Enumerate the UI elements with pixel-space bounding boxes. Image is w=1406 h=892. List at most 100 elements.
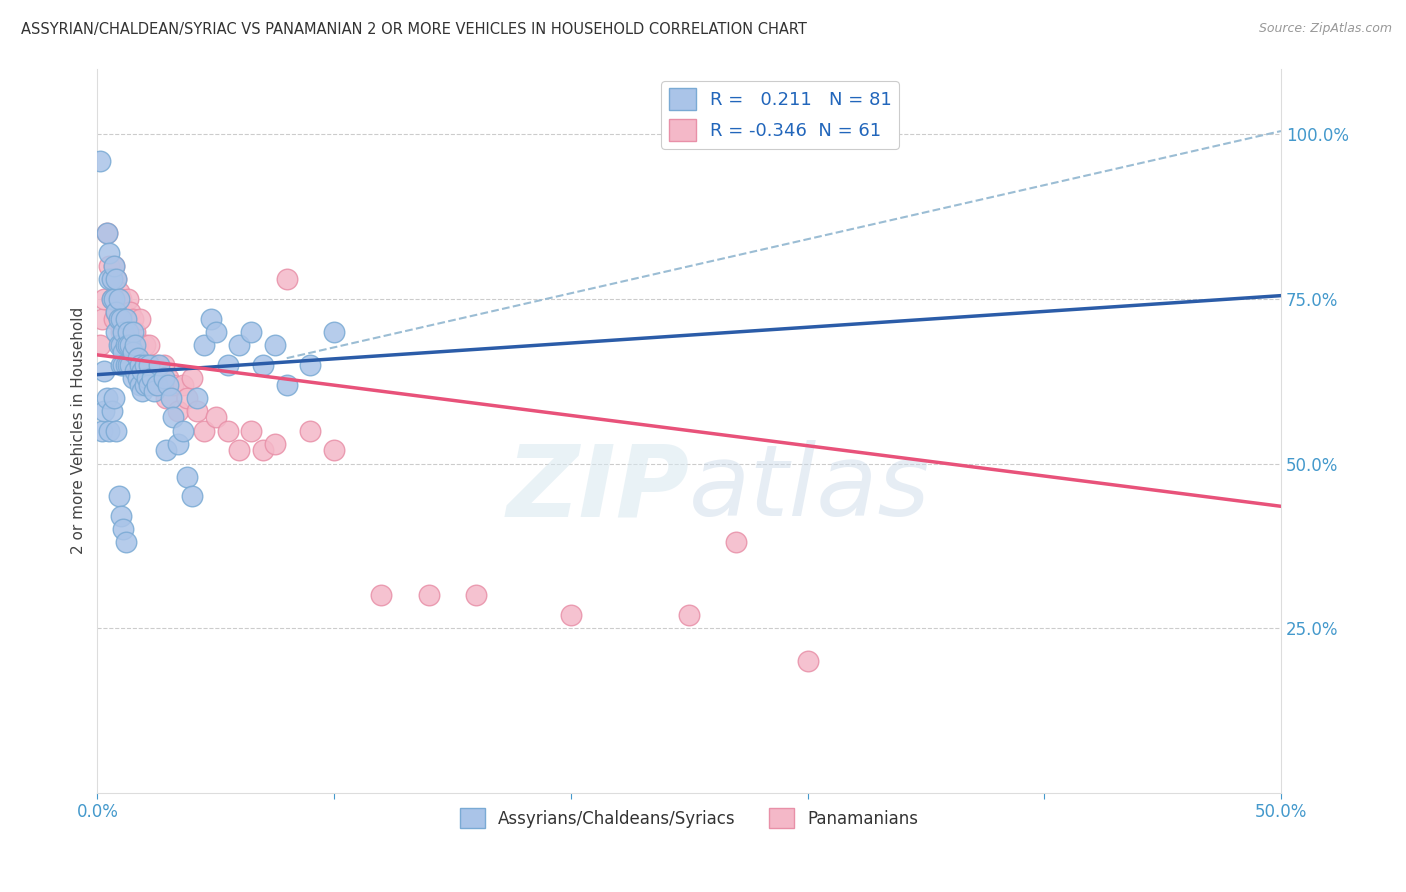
Point [228,338,250,352]
Point [107,311,129,326]
Point [107,285,129,300]
Point [152,358,174,372]
Point [129,358,152,372]
Point [240,424,263,438]
Point [166,436,188,450]
Point [112,338,135,352]
Point [131,384,153,398]
Point [117,325,139,339]
Point [121,344,143,359]
Point [110,509,132,524]
Point [264,436,287,450]
Point [276,272,298,286]
Point [105,325,128,339]
Point [107,338,129,352]
Text: ZIP: ZIP [506,440,689,537]
Point [121,338,143,352]
Point [110,292,132,306]
Point [114,338,136,352]
Point [121,311,143,326]
Point [96,391,118,405]
Point [141,358,163,372]
Point [136,371,159,385]
Point [143,384,166,398]
Point [323,325,346,339]
Point [162,410,184,425]
Point [93,364,115,378]
Point [114,358,136,372]
Text: ASSYRIAN/CHALDEAN/SYRIAC VS PANAMANIAN 2 OR MORE VEHICLES IN HOUSEHOLD CORRELATI: ASSYRIAN/CHALDEAN/SYRIAC VS PANAMANIAN 2… [21,22,807,37]
Point [157,371,180,385]
Point [112,305,135,319]
Point [204,410,226,425]
Point [100,272,122,286]
Text: atlas: atlas [689,440,931,537]
Point [131,364,153,378]
Point [124,338,146,352]
Point [141,371,163,385]
Point [112,358,135,372]
Point [159,391,181,405]
Point [120,305,142,319]
Point [117,358,139,372]
Point [181,371,204,385]
Point [120,338,142,352]
Point [155,391,177,405]
Point [252,443,274,458]
Point [138,358,160,372]
Point [103,259,125,273]
Point [176,469,198,483]
Point [96,226,118,240]
Point [299,424,322,438]
Point [240,325,263,339]
Point [117,338,139,352]
Point [127,351,149,366]
Point [93,292,115,306]
Point [91,311,114,326]
Point [217,358,239,372]
Point [560,607,582,622]
Point [145,358,167,372]
Point [138,338,160,352]
Point [143,377,166,392]
Legend: Assyrians/Chaldeans/Syriacs, Panamanians: Assyrians/Chaldeans/Syriacs, Panamanians [453,801,925,835]
Point [117,292,139,306]
Point [117,325,139,339]
Point [105,272,128,286]
Point [217,424,239,438]
Point [181,490,204,504]
Point [299,358,322,372]
Point [96,226,118,240]
Point [114,311,136,326]
Point [93,404,115,418]
Point [124,364,146,378]
Point [91,424,114,438]
Point [100,292,122,306]
Point [465,588,488,602]
Point [186,391,208,405]
Point [127,338,149,352]
Point [103,292,125,306]
Point [200,311,222,326]
Point [112,522,135,536]
Point [98,272,121,286]
Point [145,377,167,392]
Point [100,272,122,286]
Point [252,358,274,372]
Point [204,325,226,339]
Point [323,443,346,458]
Point [155,443,177,458]
Point [103,259,125,273]
Point [89,153,111,168]
Point [89,338,111,352]
Y-axis label: 2 or more Vehicles in Household: 2 or more Vehicles in Household [72,307,86,554]
Point [148,371,170,385]
Point [110,338,132,352]
Point [105,305,128,319]
Point [134,377,156,392]
Point [114,535,136,549]
Point [112,344,135,359]
Point [110,311,132,326]
Point [678,607,700,622]
Point [127,371,149,385]
